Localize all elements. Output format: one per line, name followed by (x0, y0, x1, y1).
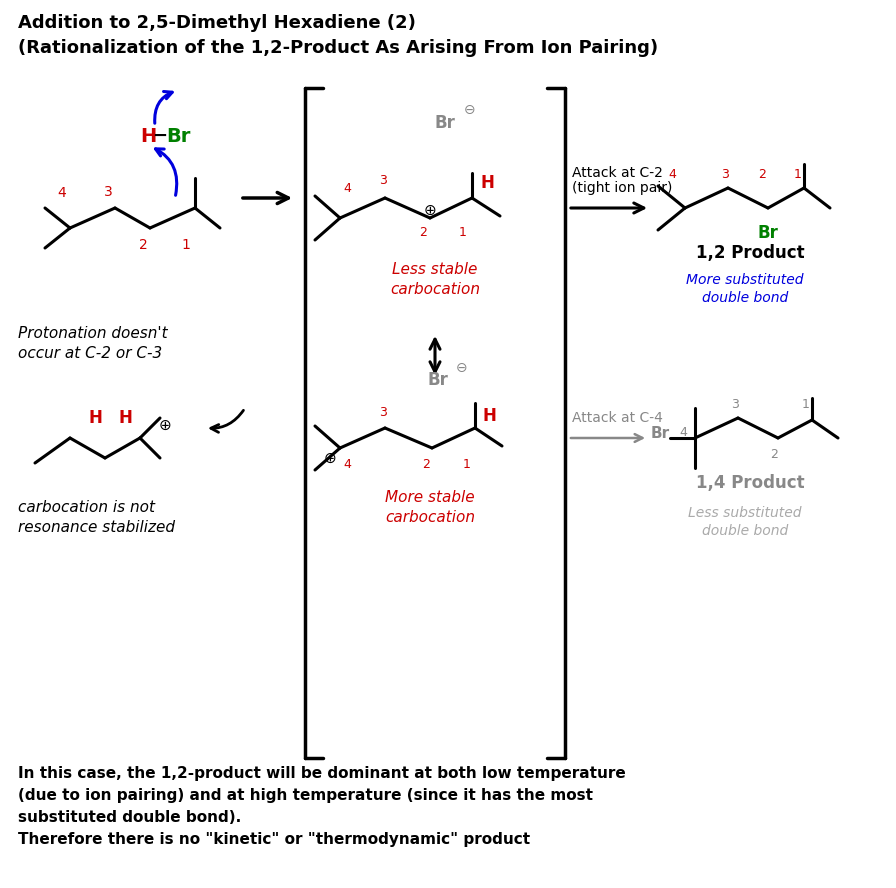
Text: 1: 1 (802, 398, 810, 410)
Text: In this case, the 1,2-product will be dominant at both low temperature: In this case, the 1,2-product will be do… (18, 765, 625, 781)
Text: resonance stabilized: resonance stabilized (18, 520, 175, 535)
Text: Br: Br (435, 114, 455, 132)
Text: Br: Br (650, 425, 669, 440)
Text: ⊕: ⊕ (424, 202, 436, 218)
Text: (due to ion pairing) and at high temperature (since it has the most: (due to ion pairing) and at high tempera… (18, 788, 593, 803)
Text: Less stable: Less stable (392, 263, 478, 277)
Text: Br: Br (757, 224, 779, 242)
Text: 3: 3 (731, 398, 739, 410)
Text: carbocation is not: carbocation is not (18, 501, 155, 516)
Text: ⊕: ⊕ (159, 417, 171, 432)
Text: 4: 4 (57, 186, 66, 200)
Text: 2: 2 (770, 448, 778, 461)
Text: 3: 3 (104, 185, 112, 199)
Text: carbocation: carbocation (385, 511, 475, 526)
Text: Therefore there is no "kinetic" or "thermodynamic" product: Therefore there is no "kinetic" or "ther… (18, 831, 530, 846)
Text: substituted double bond).: substituted double bond). (18, 810, 241, 824)
Text: 1,2 Product: 1,2 Product (695, 244, 805, 262)
Text: 3: 3 (721, 168, 729, 180)
Text: 3: 3 (379, 407, 387, 419)
Text: 1: 1 (459, 226, 467, 240)
Text: ⊖: ⊖ (464, 103, 476, 117)
Text: double bond: double bond (702, 524, 788, 538)
Text: carbocation: carbocation (390, 282, 480, 297)
Text: Attack at C-4: Attack at C-4 (572, 411, 663, 425)
Text: 3: 3 (379, 175, 387, 187)
Text: 4: 4 (668, 168, 676, 180)
Text: More stable: More stable (385, 490, 475, 505)
Text: ⊕: ⊕ (323, 450, 336, 465)
Text: 2: 2 (419, 226, 426, 240)
Text: 2: 2 (139, 238, 147, 252)
Text: −: − (152, 127, 168, 145)
Text: Protonation doesn't: Protonation doesn't (18, 326, 168, 340)
Text: occur at C-2 or C-3: occur at C-2 or C-3 (18, 346, 162, 361)
Text: 2: 2 (758, 168, 766, 180)
Text: 1: 1 (182, 238, 191, 252)
Text: (tight ion pair): (tight ion pair) (572, 181, 672, 195)
Text: double bond: double bond (702, 291, 788, 305)
Text: H: H (140, 126, 156, 146)
Text: (Rationalization of the 1,2-Product As Arising From Ion Pairing): (Rationalization of the 1,2-Product As A… (18, 39, 659, 57)
Text: 4: 4 (679, 426, 687, 440)
Text: 2: 2 (422, 457, 430, 471)
Text: H: H (482, 407, 495, 425)
Text: Br: Br (166, 126, 190, 146)
Text: More substituted: More substituted (686, 273, 804, 287)
Text: Attack at C-2: Attack at C-2 (572, 166, 663, 180)
Text: Addition to 2,5-Dimethyl Hexadiene (2): Addition to 2,5-Dimethyl Hexadiene (2) (18, 14, 416, 32)
Text: ⊖: ⊖ (456, 361, 468, 375)
Text: 1,4 Product: 1,4 Product (695, 474, 805, 492)
Text: 1: 1 (463, 457, 471, 471)
Text: Br: Br (427, 371, 448, 389)
Text: Less substituted: Less substituted (688, 506, 802, 520)
Text: H: H (88, 409, 102, 427)
Text: H: H (480, 174, 494, 192)
Text: 4: 4 (343, 181, 351, 194)
Text: 4: 4 (343, 458, 351, 472)
Text: 1: 1 (794, 168, 802, 180)
Text: H: H (118, 409, 132, 427)
